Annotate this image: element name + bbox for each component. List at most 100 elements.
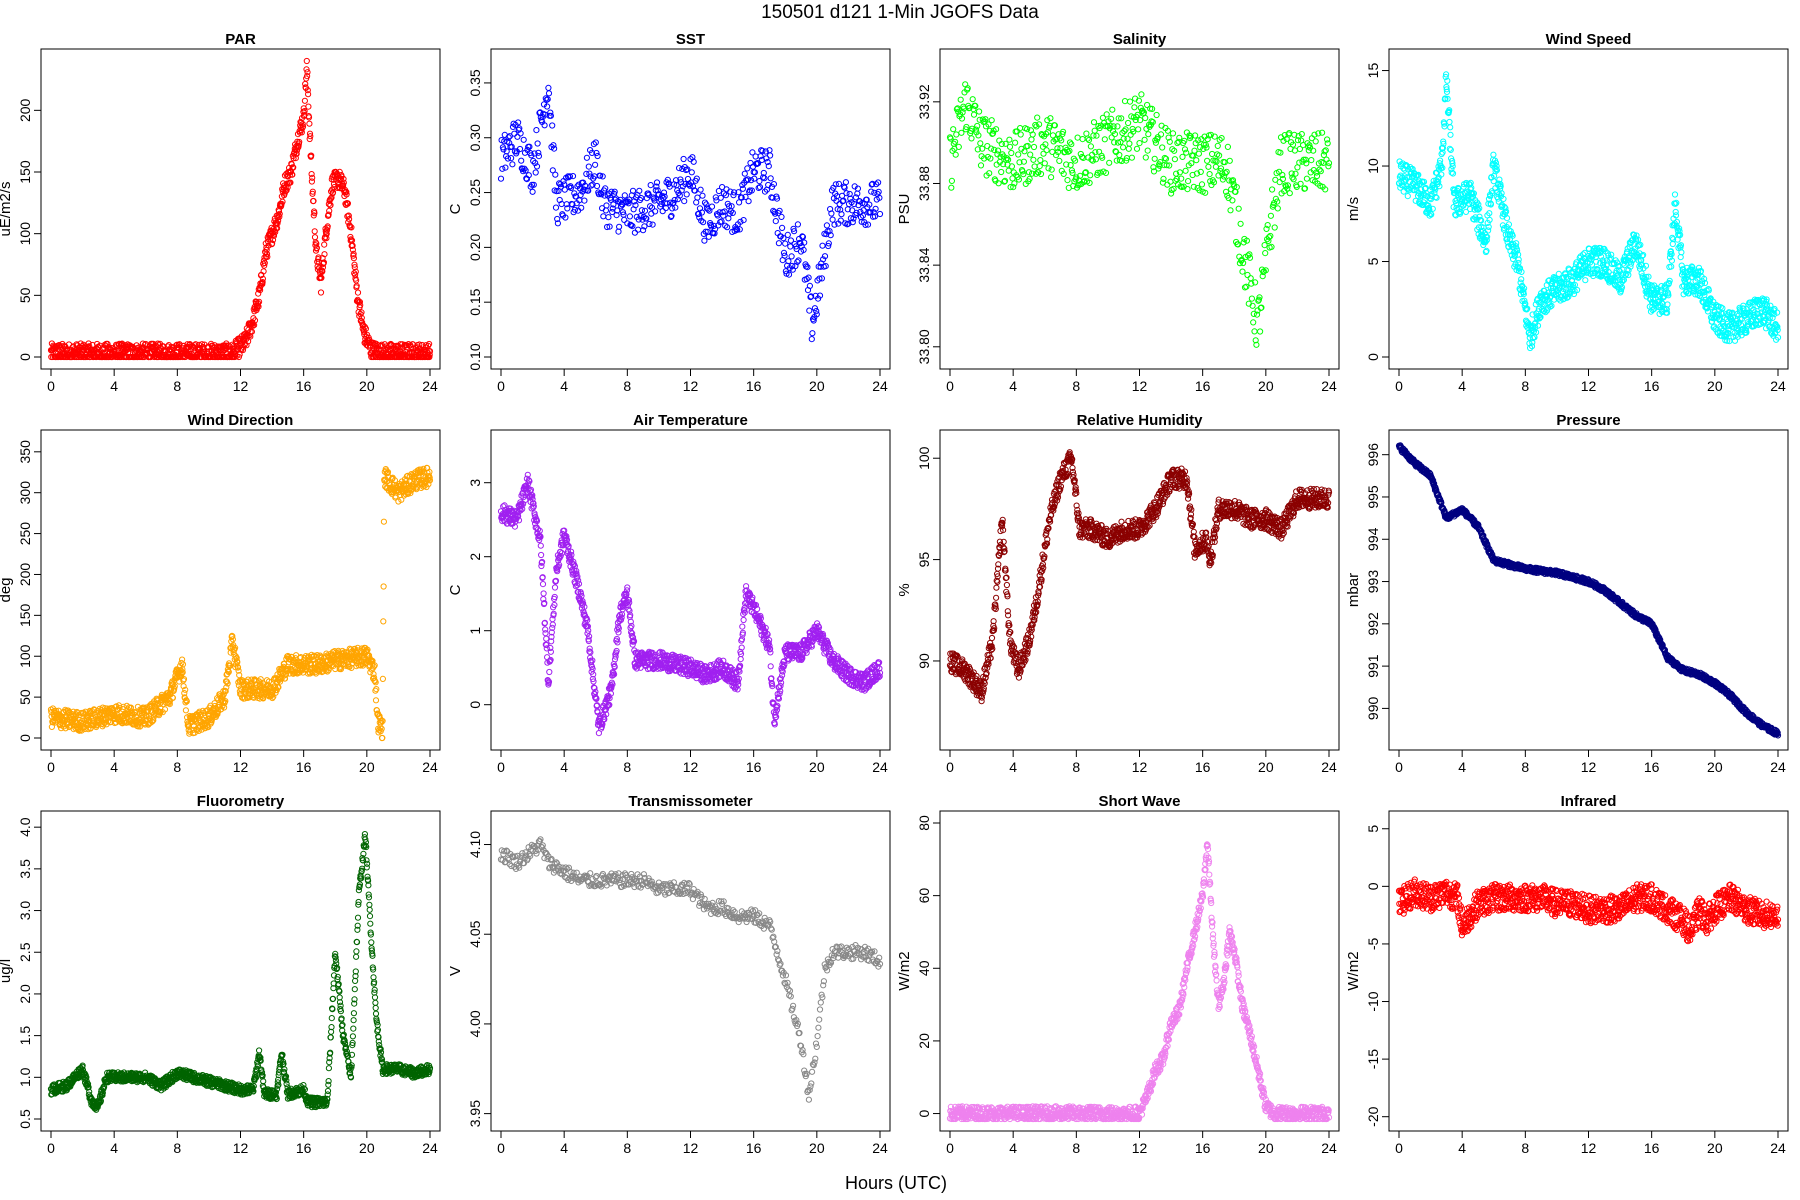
data-point — [259, 279, 266, 286]
data-point — [309, 174, 316, 181]
data-point — [323, 230, 330, 237]
data-point — [84, 353, 91, 360]
data-point — [1222, 170, 1229, 177]
data-point — [948, 177, 956, 184]
data-point — [317, 274, 324, 281]
data-point — [261, 262, 268, 269]
data-point — [1133, 145, 1141, 152]
data-point — [1036, 163, 1043, 170]
data-point — [295, 142, 302, 149]
data-point — [529, 188, 536, 195]
data-point — [269, 240, 276, 247]
data-point — [1164, 181, 1171, 188]
data-point — [955, 143, 962, 150]
data-point — [778, 213, 785, 220]
data-point — [1030, 156, 1037, 163]
data-point — [681, 198, 688, 205]
data-point — [1090, 119, 1098, 126]
data-point — [1120, 144, 1127, 151]
figure-xlabel: Hours (UTC) — [845, 1173, 947, 1193]
x-tick-label: 20 — [809, 759, 825, 775]
data-point — [373, 686, 380, 693]
data-point — [1247, 275, 1254, 282]
data-point — [290, 164, 297, 171]
data-point — [304, 73, 311, 80]
data-point — [509, 161, 516, 168]
data-point — [1030, 143, 1038, 151]
data-point — [1015, 151, 1022, 158]
data-point — [1125, 145, 1132, 152]
data-point — [600, 213, 607, 220]
data-point — [1271, 224, 1278, 231]
data-point — [261, 259, 268, 267]
y-tick-label: 0 — [1365, 353, 1381, 361]
data-point — [264, 253, 271, 260]
data-point — [222, 342, 230, 349]
data-point — [1157, 131, 1165, 138]
data-point — [1048, 166, 1055, 173]
y-axis-label-wind-direction: deg — [0, 577, 14, 602]
data-point — [1083, 130, 1090, 137]
data-points-sst — [497, 84, 884, 343]
data-point — [260, 268, 267, 275]
data-point — [299, 121, 306, 128]
data-point — [300, 108, 307, 116]
data-point — [1131, 104, 1138, 111]
data-point — [1167, 178, 1174, 185]
data-point — [794, 221, 802, 228]
data-point — [85, 340, 92, 347]
data-point — [1108, 134, 1115, 141]
data-point — [1239, 268, 1246, 275]
data-point — [301, 112, 308, 119]
data-point — [1223, 168, 1230, 175]
x-tick-label: 24 — [422, 759, 438, 775]
data-point — [1017, 125, 1024, 132]
y-tick-label: 1 — [467, 627, 483, 635]
data-point — [552, 204, 560, 211]
data-point — [795, 257, 802, 264]
plot-frame-air-temperature — [490, 429, 891, 751]
data-point — [1185, 178, 1192, 185]
data-point — [552, 171, 559, 178]
x-tick-label: 20 — [1707, 378, 1723, 394]
data-point — [641, 207, 649, 214]
y-tick-label: 10 — [1365, 158, 1381, 174]
data-point — [592, 161, 599, 168]
data-point — [533, 127, 540, 134]
x-tick-label: 0 — [47, 759, 55, 775]
y-tick-label: 0.30 — [467, 124, 483, 151]
panel-title-par: PAR — [225, 31, 256, 48]
data-point — [305, 103, 312, 110]
data-point — [1518, 276, 1525, 283]
data-points-par — [47, 57, 434, 361]
data-point — [1322, 147, 1329, 154]
data-point — [549, 122, 556, 129]
panel-title-air-temperature: Air Temperature — [633, 412, 748, 429]
data-point — [1056, 157, 1063, 164]
data-point — [1235, 205, 1242, 212]
data-point — [309, 188, 316, 195]
data-point — [788, 253, 795, 260]
data-point — [1312, 138, 1319, 145]
data-point — [631, 229, 639, 236]
y-tick-label: 50 — [17, 689, 33, 705]
data-point — [1214, 142, 1221, 149]
data-point — [1169, 130, 1177, 137]
x-tick-label: 8 — [1072, 378, 1080, 394]
data-point — [508, 155, 515, 162]
data-point — [1106, 159, 1113, 166]
data-point — [1043, 147, 1050, 154]
data-point — [1145, 131, 1152, 138]
y-tick-label: 0.25 — [467, 179, 483, 206]
data-point — [621, 192, 628, 199]
data-point — [1126, 140, 1133, 147]
data-point — [752, 153, 759, 160]
x-tick-label: 24 — [1321, 378, 1337, 394]
x-tick-label: 16 — [746, 378, 762, 394]
y-tick-label: 0 — [17, 353, 33, 361]
data-point — [325, 211, 332, 218]
